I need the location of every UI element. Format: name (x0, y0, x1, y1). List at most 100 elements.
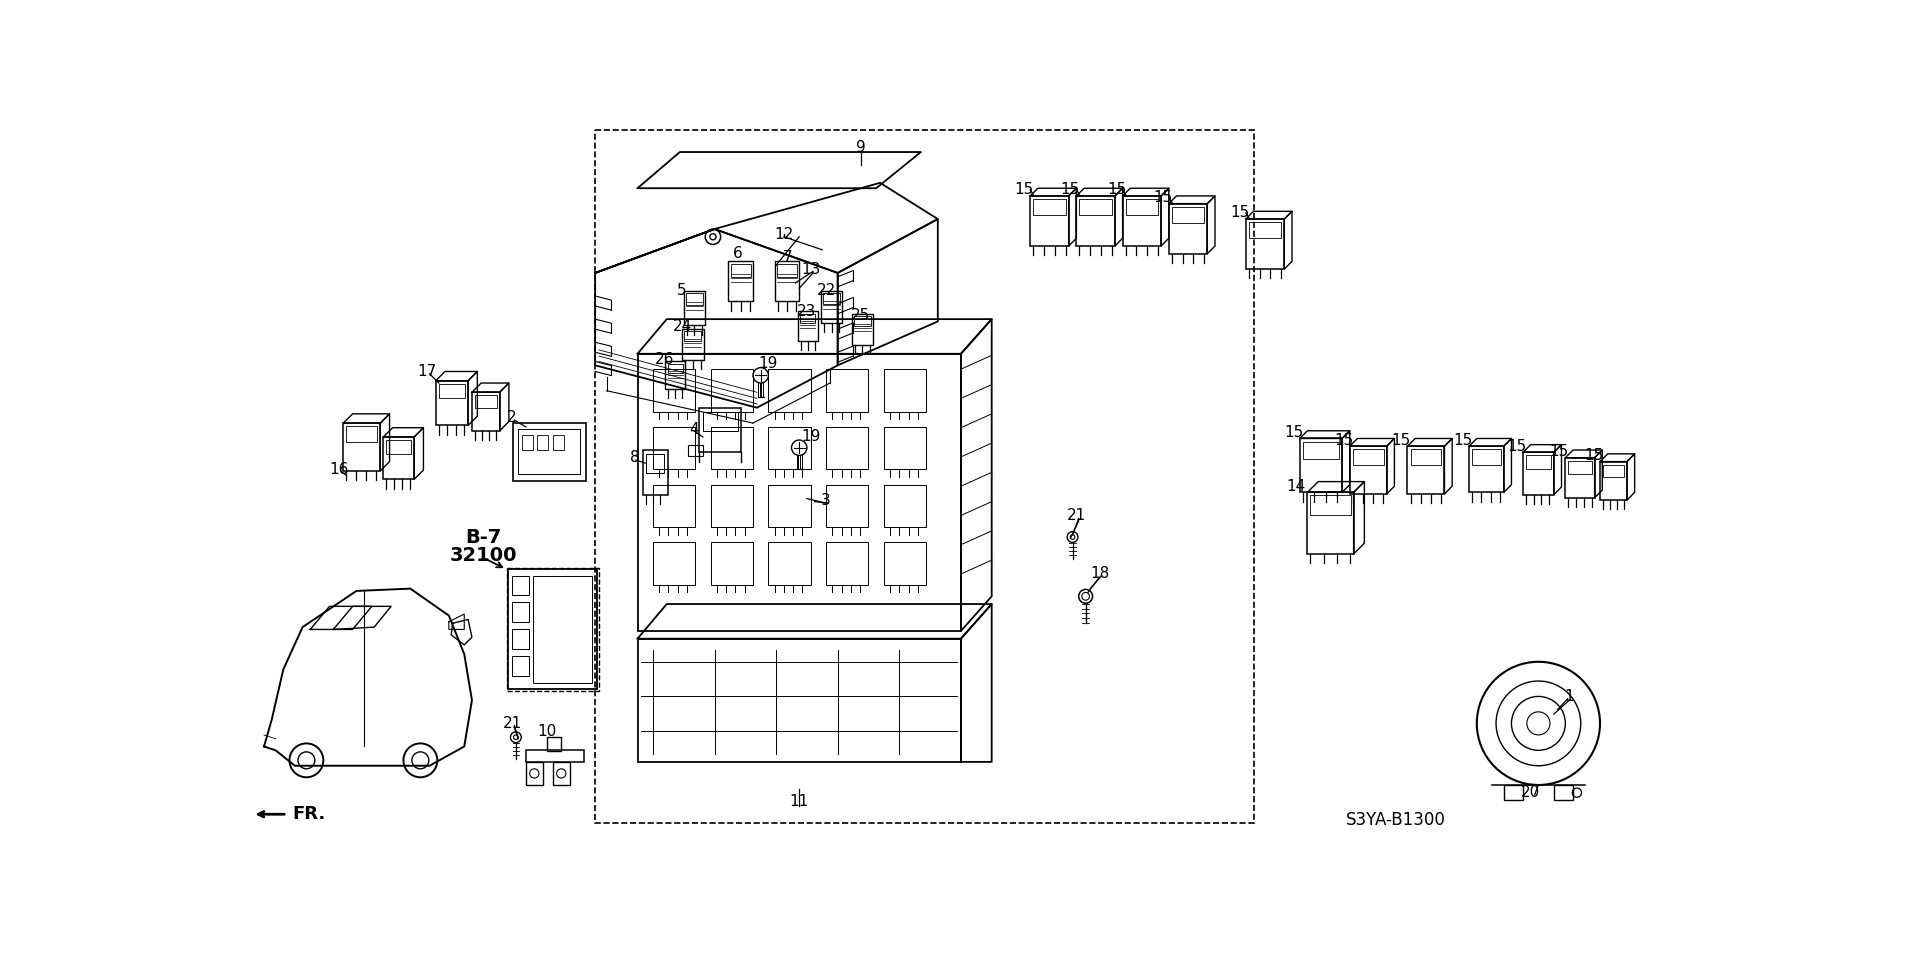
Text: 26: 26 (655, 353, 674, 367)
Bar (664, 362, 685, 389)
Text: 4: 4 (689, 422, 699, 436)
Bar (687, 445, 703, 456)
Bar (653, 369, 695, 411)
Bar (1123, 196, 1162, 246)
Bar (474, 395, 497, 408)
Bar (685, 292, 703, 305)
Bar (820, 291, 843, 323)
Text: 16: 16 (328, 462, 348, 477)
Bar (637, 639, 960, 761)
Text: 6: 6 (733, 246, 743, 261)
Bar (637, 354, 960, 631)
Bar (710, 543, 753, 585)
Text: 18: 18 (1091, 566, 1110, 581)
Text: 2: 2 (507, 410, 516, 425)
Bar (513, 423, 586, 480)
Bar (684, 332, 701, 341)
Bar (547, 737, 561, 751)
Text: 15: 15 (1507, 438, 1526, 454)
Bar (826, 543, 868, 585)
Bar (532, 575, 591, 684)
Bar (553, 434, 564, 450)
Text: 15: 15 (1060, 182, 1079, 198)
Text: 15: 15 (1284, 425, 1304, 440)
Bar (653, 484, 695, 527)
Bar (778, 264, 797, 277)
Bar (509, 570, 597, 689)
Bar (653, 543, 695, 585)
Text: 20: 20 (1521, 785, 1540, 800)
Bar (1473, 449, 1501, 465)
Bar (1526, 456, 1551, 469)
Bar (1300, 438, 1342, 492)
Bar (682, 329, 705, 360)
Text: 15: 15 (1392, 433, 1411, 448)
Bar (710, 427, 753, 469)
Text: 15: 15 (1154, 190, 1173, 205)
Bar (710, 369, 753, 411)
Bar (653, 427, 695, 469)
Bar (699, 408, 741, 453)
Bar (344, 423, 380, 471)
Text: 15: 15 (1453, 433, 1473, 448)
Bar (1599, 461, 1626, 500)
Bar (1311, 496, 1350, 516)
Text: 15: 15 (1231, 205, 1250, 221)
Bar (1553, 785, 1572, 801)
Bar (1523, 453, 1553, 495)
Bar (883, 369, 925, 411)
Bar (710, 484, 753, 527)
Text: 24: 24 (672, 319, 691, 335)
Text: 8: 8 (630, 450, 639, 465)
Bar (1407, 446, 1444, 494)
Bar (513, 656, 528, 676)
Bar (883, 484, 925, 527)
Bar (1031, 196, 1069, 246)
Text: 17: 17 (419, 364, 438, 379)
Text: 23: 23 (797, 304, 816, 319)
Bar (1304, 441, 1338, 459)
Bar (472, 392, 499, 431)
Text: 19: 19 (758, 356, 778, 370)
Text: 1: 1 (1565, 689, 1574, 704)
Bar (1565, 457, 1596, 498)
Bar (768, 543, 810, 585)
Text: 12: 12 (774, 227, 793, 242)
Bar (1033, 199, 1066, 215)
Bar (852, 314, 874, 344)
Bar (1469, 446, 1503, 492)
Text: 14: 14 (1286, 479, 1306, 494)
Bar (797, 312, 818, 340)
Text: 9: 9 (856, 140, 866, 155)
Text: 32100: 32100 (449, 546, 516, 565)
Text: B-7: B-7 (465, 527, 501, 547)
Text: 7: 7 (783, 250, 793, 265)
Text: 15: 15 (1584, 448, 1603, 463)
Bar (1125, 199, 1158, 215)
Bar (1503, 785, 1523, 801)
Bar (703, 411, 737, 431)
Bar (1603, 465, 1624, 477)
Text: 15: 15 (1106, 182, 1125, 198)
Bar (1246, 219, 1284, 269)
Text: 21: 21 (503, 715, 522, 731)
Bar (513, 629, 528, 648)
Bar (728, 262, 753, 301)
Bar (883, 427, 925, 469)
Bar (824, 292, 841, 304)
Bar (1169, 203, 1208, 254)
Bar (1354, 449, 1384, 465)
Bar (436, 381, 468, 426)
Bar (1171, 207, 1204, 222)
Bar (643, 450, 668, 495)
Bar (507, 568, 599, 691)
Text: 11: 11 (789, 794, 808, 809)
Text: 5: 5 (678, 283, 687, 298)
Text: 13: 13 (801, 262, 820, 276)
Text: 3: 3 (822, 493, 831, 507)
Bar (595, 130, 1254, 824)
Text: 15: 15 (1549, 444, 1569, 459)
Bar (384, 437, 415, 480)
Bar (883, 543, 925, 585)
Text: 15: 15 (1014, 182, 1033, 198)
